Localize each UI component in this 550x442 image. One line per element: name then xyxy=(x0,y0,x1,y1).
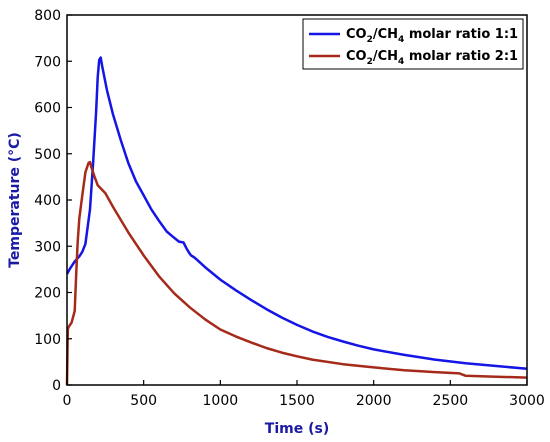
series-line-2 xyxy=(65,160,528,386)
x-tick-label: 500 xyxy=(130,393,157,409)
x-axis-title: Time (s) xyxy=(265,421,329,437)
legend-label-series-1-sub-2: 2 xyxy=(367,35,373,45)
legend-label-series-2-part-co: CO xyxy=(346,49,367,64)
y-tick-label: 300 xyxy=(34,239,61,255)
plot-area xyxy=(67,15,527,385)
y-tick-label: 0 xyxy=(52,378,61,394)
x-axis-ticks: 0 500 1000 1500 2000 2500 3000 xyxy=(63,380,545,409)
legend-label-series-2-part-ch: /CH xyxy=(373,49,398,64)
legend-label-series-1: CO2/CH4 molar ratio 1:1 xyxy=(346,27,518,45)
y-tick-label: 600 xyxy=(34,101,61,117)
x-tick-label: 1000 xyxy=(203,393,239,409)
series-line-1 xyxy=(65,56,528,371)
x-tick-label: 2500 xyxy=(433,393,469,409)
x-tick-label: 0 xyxy=(63,393,72,409)
series-layer xyxy=(65,56,528,386)
y-tick-label: 100 xyxy=(34,332,61,348)
y-tick-label: 500 xyxy=(34,147,61,163)
y-tick-label: 800 xyxy=(34,8,61,24)
legend-label-series-2: CO2/CH4 molar ratio 2:1 xyxy=(346,49,518,67)
y-tick-label: 700 xyxy=(34,54,61,70)
y-tick-label: 400 xyxy=(34,193,61,209)
legend-label-series-1-part-ratio: molar ratio 1:1 xyxy=(404,27,518,42)
legend-label-series-2-part-ratio: molar ratio 2:1 xyxy=(404,49,518,64)
legend-label-series-1-part-ch: /CH xyxy=(373,27,398,42)
legend-label-series-2-sub-2: 2 xyxy=(367,57,373,67)
legend-label-series-1-part-co: CO xyxy=(346,27,367,42)
legend-box xyxy=(302,18,524,70)
y-axis-title: Temperature (°C) xyxy=(7,132,23,268)
x-tick-label: 1500 xyxy=(279,393,315,409)
y-axis-ticks: 0 100 200 300 400 500 600 700 800 xyxy=(34,8,72,394)
x-tick-label: 3000 xyxy=(509,393,545,409)
legend: CO2/CH4 molar ratio 1:1 CO2/CH4 molar ra… xyxy=(302,18,524,70)
y-tick-label: 200 xyxy=(34,286,61,302)
legend-label-series-1-sub-4: 4 xyxy=(398,35,404,45)
x-tick-label: 2000 xyxy=(356,393,392,409)
legend-label-series-2-sub-4: 4 xyxy=(398,57,404,67)
